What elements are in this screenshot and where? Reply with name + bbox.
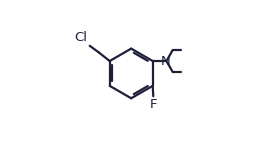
Text: F: F (150, 98, 157, 111)
Text: N: N (161, 54, 171, 68)
Text: Cl: Cl (75, 31, 88, 44)
